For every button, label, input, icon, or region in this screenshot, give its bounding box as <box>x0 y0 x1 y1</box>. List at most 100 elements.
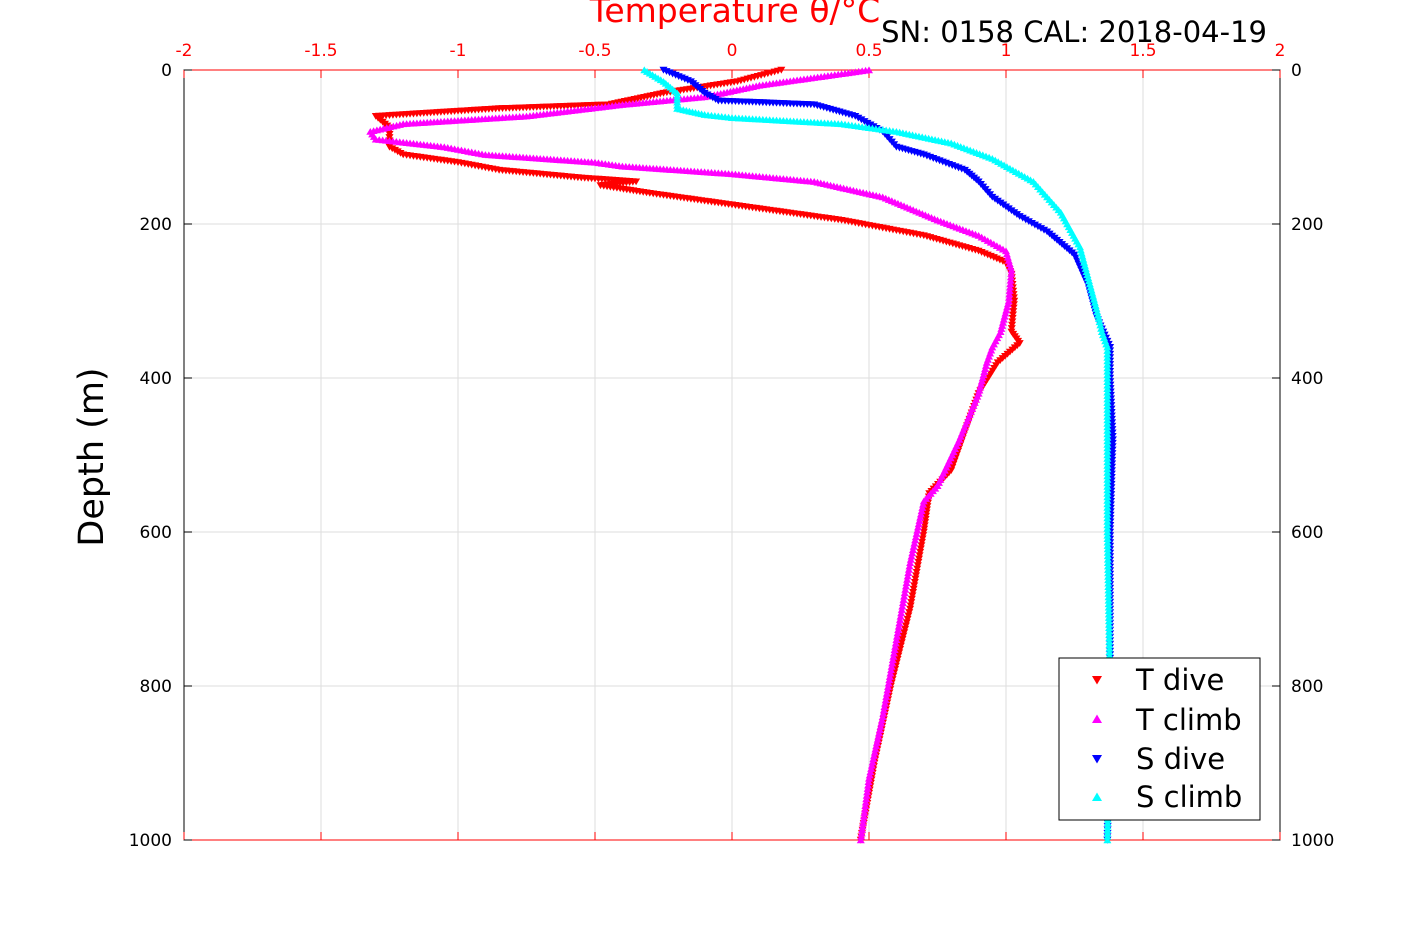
data-point <box>1104 607 1113 614</box>
data-point <box>1103 465 1112 473</box>
data-point <box>882 693 891 700</box>
data-point <box>870 752 879 759</box>
data-point <box>1103 507 1112 515</box>
data-point <box>1107 474 1116 481</box>
data-point <box>891 639 900 647</box>
data-point <box>885 673 894 680</box>
data-point <box>906 555 915 563</box>
x-tick-label: 0 <box>727 41 738 61</box>
data-point <box>894 626 903 633</box>
data-point <box>1103 385 1112 392</box>
data-point <box>919 500 928 508</box>
data-point <box>1104 590 1113 597</box>
y-tick-label-left: 800 <box>140 677 172 697</box>
data-point <box>903 572 912 580</box>
data-point <box>1006 276 1015 284</box>
data-point <box>902 579 911 587</box>
data-point <box>1103 468 1112 476</box>
data-point <box>1103 381 1112 389</box>
data-point <box>1103 538 1112 546</box>
data-point <box>1103 444 1112 452</box>
data-point <box>1105 624 1114 632</box>
data-point <box>859 819 868 827</box>
data-point <box>1103 423 1112 431</box>
y-tick-labels-right: 0 200 400 600 800 1000 <box>1291 61 1334 851</box>
data-point <box>912 530 921 537</box>
data-point <box>899 596 908 603</box>
data-point <box>1103 399 1112 406</box>
data-point <box>895 619 904 627</box>
data-point <box>1103 514 1112 522</box>
data-point <box>1103 350 1112 358</box>
data-point <box>863 119 872 127</box>
data-point <box>1105 651 1114 659</box>
series-layer <box>366 66 1117 844</box>
data-point <box>1105 637 1114 645</box>
y-tick-label-left: 400 <box>140 369 172 389</box>
data-point <box>881 696 890 704</box>
data-point <box>857 116 866 124</box>
data-point <box>866 121 875 129</box>
data-point <box>887 666 896 674</box>
y-tick-label-right: 600 <box>1291 523 1323 543</box>
data-point <box>881 699 890 707</box>
data-point <box>1105 620 1114 628</box>
x-tick-label: 1.5 <box>1129 41 1156 61</box>
data-point <box>865 774 873 782</box>
data-point <box>910 539 919 547</box>
data-point <box>1107 470 1116 478</box>
data-point <box>904 565 913 573</box>
data-point <box>1103 437 1112 445</box>
data-point <box>1103 545 1112 553</box>
data-point <box>1108 432 1117 440</box>
data-point <box>887 662 896 670</box>
data-point <box>872 742 881 750</box>
data-point <box>1103 535 1112 543</box>
data-point <box>904 569 913 577</box>
data-point <box>890 649 899 657</box>
data-point <box>1108 446 1117 454</box>
series-t-dive <box>371 66 1024 844</box>
data-point <box>901 585 910 593</box>
data-point <box>1104 566 1113 573</box>
data-point <box>880 703 889 710</box>
data-point <box>1108 450 1117 457</box>
data-point <box>1104 583 1113 590</box>
data-point <box>897 609 906 617</box>
data-point <box>1103 472 1112 480</box>
data-point <box>1103 454 1112 462</box>
data-point <box>860 118 869 125</box>
data-point <box>1103 409 1112 417</box>
data-point <box>1103 405 1112 413</box>
data-point <box>869 755 878 763</box>
data-point <box>870 748 879 756</box>
data-point <box>1103 822 1112 830</box>
data-point <box>1103 357 1112 365</box>
data-point <box>905 562 914 570</box>
data-point <box>1097 324 1106 332</box>
data-point <box>892 632 901 640</box>
series-s-dive <box>659 66 1117 844</box>
data-point <box>1105 627 1114 635</box>
data-point <box>1103 371 1112 379</box>
y-tick-label-right: 0 <box>1291 61 1302 81</box>
data-point <box>1007 325 1016 332</box>
data-point <box>888 656 897 664</box>
data-point <box>1103 528 1112 536</box>
data-point <box>885 676 894 684</box>
data-point <box>1103 829 1112 837</box>
data-point <box>903 575 912 583</box>
data-point <box>1094 315 1103 322</box>
data-point <box>1008 314 1017 322</box>
data-point <box>907 552 916 560</box>
data-point <box>916 510 925 518</box>
data-point <box>1103 562 1112 570</box>
data-point <box>896 612 905 620</box>
x-tick-label: 1 <box>1001 41 1012 61</box>
data-point <box>1104 617 1113 625</box>
y-tick-label-right: 1000 <box>1291 831 1334 851</box>
data-point <box>1108 456 1117 464</box>
data-point <box>883 686 892 694</box>
data-point <box>854 114 863 122</box>
y-tick-label-left: 200 <box>140 215 172 235</box>
